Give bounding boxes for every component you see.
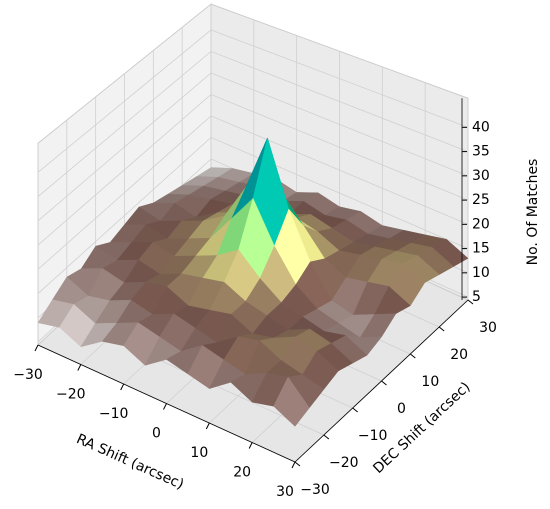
x-tick-label: 20 [233, 465, 251, 481]
grid-line [37, 115, 469, 270]
z-tick-label: 10 [472, 265, 490, 281]
y-tick-label: −10 [358, 428, 388, 444]
z-tick-label: 40 [472, 119, 490, 135]
x-tick-label: 30 [276, 484, 294, 500]
x-tick [205, 422, 210, 430]
plot [37, 3, 469, 463]
z-tick-label: 15 [472, 241, 490, 257]
z-axis-label: No. Of Matches [525, 159, 541, 266]
y-tick [467, 299, 474, 305]
y-tick [294, 461, 301, 467]
x-tick [120, 383, 125, 391]
x-tick [163, 403, 167, 410]
grid-line [37, 50, 469, 197]
y-tick-label: 30 [479, 320, 497, 336]
x-tick-label: −30 [13, 367, 43, 383]
z-tick-label: 20 [472, 216, 490, 232]
y-tick [381, 380, 387, 386]
grid-line [37, 136, 469, 294]
y-tick-label: −20 [329, 455, 359, 471]
y-tick [410, 353, 416, 359]
z-tick-label: 30 [472, 168, 490, 184]
grid-line [37, 29, 469, 173]
y-tick-label: 20 [450, 347, 468, 363]
x-axis-label: RA Shift (arcsec) [74, 431, 186, 493]
x-tick-label: 10 [190, 445, 208, 461]
y-tick-label: −30 [300, 482, 330, 498]
z-tick-label: 25 [472, 192, 490, 208]
grid-line [37, 72, 469, 222]
y-tick-label: 10 [421, 374, 439, 390]
x-tick [291, 461, 296, 469]
y-tick [323, 434, 330, 440]
grid-line [37, 93, 469, 246]
x-tick [34, 344, 39, 352]
surface-face [273, 376, 310, 427]
y-tick-label: 0 [397, 401, 406, 417]
y-tick [438, 326, 445, 332]
x-tick-label: −20 [56, 387, 86, 403]
x-tick [77, 364, 82, 371]
y-tick [352, 407, 358, 413]
x-tick-label: −10 [99, 406, 129, 422]
z-tick-label: 5 [472, 289, 481, 305]
x-tick-label: 0 [152, 426, 161, 442]
z-tick-label: 35 [472, 144, 490, 160]
x-tick [248, 442, 253, 449]
